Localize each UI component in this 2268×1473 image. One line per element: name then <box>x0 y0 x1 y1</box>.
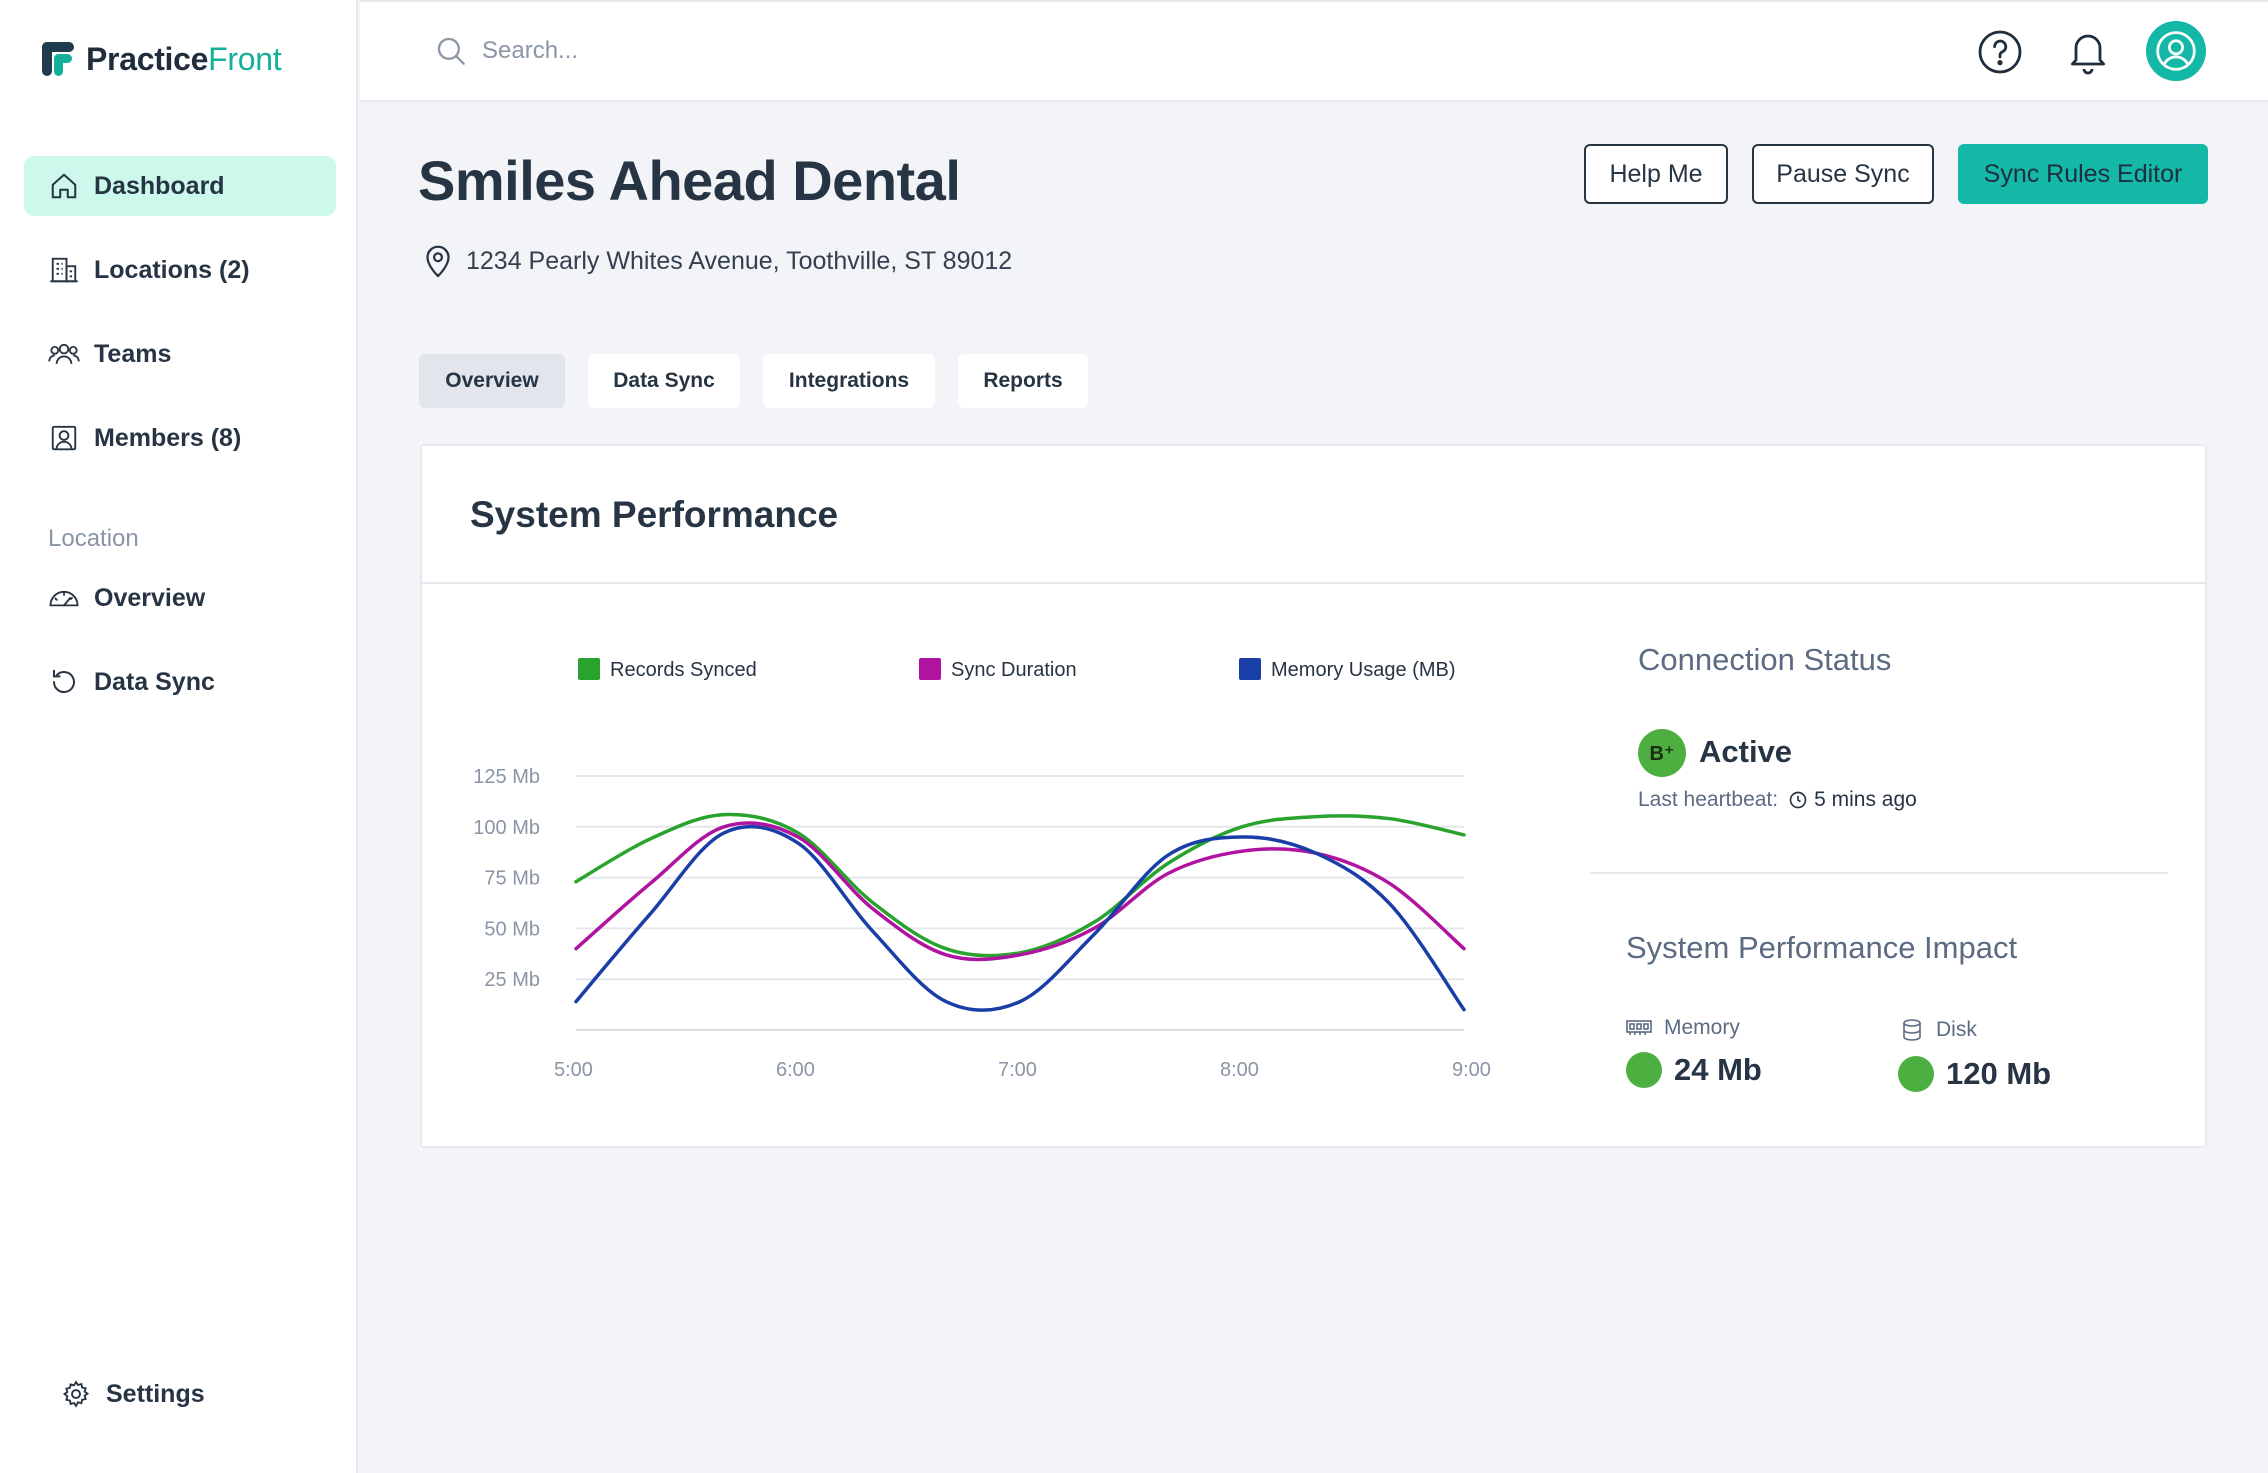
impact-title: System Performance Impact <box>1626 930 2018 965</box>
series-line-1 <box>574 812 1466 958</box>
y-tick-label: 100 Mb <box>473 817 540 839</box>
database-icon <box>1903 1019 1921 1041</box>
avatar[interactable] <box>2146 21 2206 81</box>
memory-status-dot <box>1626 1052 1662 1088</box>
page-title: Smiles Ahead Dental <box>418 149 961 212</box>
series-line-3 <box>574 824 1466 1012</box>
logo-text: PracticeFront <box>86 40 282 78</box>
tab-integrations[interactable]: Integrations <box>763 354 935 408</box>
brand-accent: Front <box>208 40 282 77</box>
search-icon <box>437 37 465 65</box>
sidebar-item-label: Locations (2) <box>94 255 250 284</box>
memory-value: 24 Mb <box>1674 1052 1762 1087</box>
legend-label: Records Synced <box>610 659 757 681</box>
history-icon <box>48 666 80 698</box>
sidebar-item-label: Data Sync <box>94 667 215 696</box>
sidebar-item-data-sync[interactable]: Data Sync <box>24 652 336 712</box>
search-placeholder: Search... <box>482 37 579 64</box>
sidebar-item-label: Settings <box>106 1379 205 1408</box>
tab-data-sync[interactable]: Data Sync <box>588 354 740 408</box>
home-icon <box>48 170 80 202</box>
sidebar: PracticeFront Dashboard Locations (2) Te… <box>0 0 358 1473</box>
top-bar: Search... <box>360 0 2268 102</box>
building-icon <box>48 254 80 286</box>
x-tick-label: 5:00 <box>554 1059 593 1081</box>
user-icon <box>2156 31 2196 71</box>
disk-label-text: Disk <box>1936 1018 1977 1041</box>
memory-chip-icon <box>1626 1020 1652 1035</box>
search-input[interactable]: Search... <box>434 34 578 68</box>
disk-status-dot <box>1898 1056 1934 1092</box>
gauge-icon <box>48 582 80 614</box>
sidebar-item-label: Teams <box>94 339 172 368</box>
section-divider <box>1590 872 2168 874</box>
app-logo[interactable]: PracticeFront <box>40 40 282 78</box>
last-heartbeat: Last heartbeat: 5 mins ago <box>1638 788 1917 812</box>
map-pin-icon <box>426 245 450 278</box>
x-tick-label: 9:00 <box>1452 1059 1491 1081</box>
sync-rules-editor-button[interactable]: Sync Rules Editor <box>1958 144 2208 204</box>
sidebar-item-label: Overview <box>94 583 206 612</box>
disk-value: 120 Mb <box>1946 1056 2052 1091</box>
performance-chart: 125 Mb 100 Mb 75 Mb 50 Mb 25 Mb 5:00 6:00 7:00 8… <box>473 658 1491 1081</box>
users-icon <box>48 338 80 370</box>
help-icon[interactable] <box>1970 22 2030 82</box>
heartbeat-value: 5 mins ago <box>1814 788 1917 811</box>
heartbeat-label: Last heartbeat: <box>1638 788 1779 811</box>
sidebar-section-label: Location <box>48 525 139 552</box>
help-me-button[interactable]: Help Me <box>1584 144 1728 204</box>
status-grade-badge: B⁺ <box>1638 729 1686 777</box>
tab-overview[interactable]: Overview <box>419 354 565 408</box>
sidebar-item-locations[interactable]: Locations (2) <box>24 240 336 300</box>
clock-icon <box>1789 791 1807 809</box>
memory-label-text: Memory <box>1664 1016 1740 1039</box>
card-title: System Performance <box>470 494 839 535</box>
y-tick-label: 75 Mb <box>484 868 540 890</box>
pause-sync-button[interactable]: Pause Sync <box>1752 144 1934 204</box>
location-address: 1234 Pearly Whites Avenue, Toothville, S… <box>420 242 1012 280</box>
legend-label: Sync Duration <box>951 659 1077 681</box>
tab-reports[interactable]: Reports <box>958 354 1088 408</box>
legend-swatch <box>919 658 941 680</box>
legend-swatch <box>578 658 600 680</box>
member-icon <box>48 422 80 454</box>
gear-icon <box>60 1378 92 1410</box>
legend-label: Memory Usage (MB) <box>1271 659 1455 681</box>
connection-status-value: Active <box>1699 734 1793 769</box>
y-tick-label: 125 Mb <box>473 766 540 788</box>
bell-icon[interactable] <box>2058 22 2118 82</box>
x-tick-label: 6:00 <box>776 1059 815 1081</box>
y-tick-label: 50 Mb <box>484 918 540 940</box>
x-tick-label: 7:00 <box>998 1059 1037 1081</box>
logo-mark-icon <box>42 42 74 76</box>
brand-primary: Practice <box>86 40 209 77</box>
y-tick-label: 25 Mb <box>484 969 540 991</box>
sidebar-item-label: Dashboard <box>94 171 225 200</box>
sidebar-item-members[interactable]: Members (8) <box>24 408 336 468</box>
sidebar-item-overview[interactable]: Overview <box>24 568 336 628</box>
card-divider <box>422 582 2205 584</box>
address-text: 1234 Pearly Whites Avenue, Toothville, S… <box>466 246 1013 275</box>
connection-status-title: Connection Status <box>1638 642 1892 677</box>
system-performance-card: System Performance 125 Mb 100 Mb 75 Mb 50 M… <box>420 444 2207 1148</box>
disk-label: Disk <box>1900 1018 1977 1042</box>
memory-label: Memory <box>1626 1016 1740 1040</box>
sidebar-item-settings[interactable]: Settings <box>36 1364 348 1424</box>
legend-swatch <box>1239 658 1261 680</box>
x-tick-label: 8:00 <box>1220 1059 1259 1081</box>
sidebar-item-dashboard[interactable]: Dashboard <box>24 156 336 216</box>
sidebar-item-label: Members (8) <box>94 423 242 452</box>
sidebar-item-teams[interactable]: Teams <box>24 324 336 384</box>
